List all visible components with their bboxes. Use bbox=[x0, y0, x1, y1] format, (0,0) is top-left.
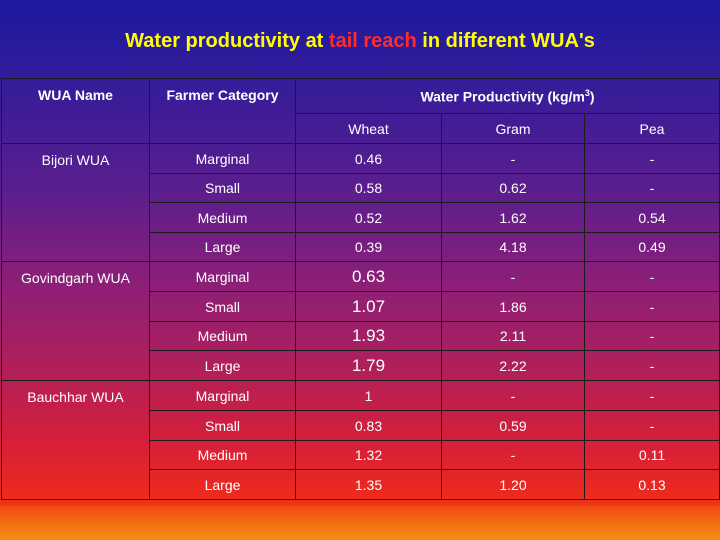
pea-cell: 0.11 bbox=[583, 440, 720, 470]
wheat-cell: 1.35 bbox=[295, 469, 442, 500]
pea-cell: 0.49 bbox=[583, 232, 720, 262]
farmer-category-cell: Medium bbox=[149, 321, 296, 351]
farmer-category-cell: Marginal bbox=[149, 380, 296, 411]
wheat-cell: 0.83 bbox=[295, 410, 442, 441]
gram-cell: 1.20 bbox=[441, 469, 585, 500]
farmer-category-cell: Large bbox=[149, 232, 296, 262]
wheat-cell: 1.32 bbox=[295, 440, 442, 470]
wua-name-cell: Govindgarh WUA bbox=[1, 261, 150, 381]
wheat-cell: 1.93 bbox=[295, 321, 442, 351]
header-wheat: Wheat bbox=[295, 113, 442, 144]
gram-cell: - bbox=[441, 440, 585, 470]
wua-name-cell: Bijori WUA bbox=[1, 143, 150, 262]
wheat-cell: 0.58 bbox=[295, 173, 442, 203]
gram-cell: - bbox=[441, 380, 585, 411]
farmer-category-cell: Small bbox=[149, 410, 296, 441]
title-highlight: tail reach bbox=[328, 30, 417, 52]
page-title: Water productivity at tail reach in diff… bbox=[0, 30, 720, 53]
gram-cell: - bbox=[441, 261, 585, 292]
farmer-category-cell: Large bbox=[149, 350, 296, 381]
header-wp-exponent: 3 bbox=[584, 87, 590, 98]
pea-cell: - bbox=[583, 261, 720, 292]
gram-cell: 4.18 bbox=[441, 232, 585, 262]
header-wua-name: WUA Name bbox=[1, 78, 150, 144]
header-farmer-category: Farmer Category bbox=[149, 78, 296, 144]
bottom-gradient-bar bbox=[0, 506, 720, 540]
gram-cell: 0.62 bbox=[441, 173, 585, 203]
wheat-cell: 0.46 bbox=[295, 143, 442, 174]
pea-cell: - bbox=[583, 410, 720, 441]
pea-cell: - bbox=[583, 380, 720, 411]
pea-cell: 0.13 bbox=[583, 469, 720, 500]
pea-cell: 0.54 bbox=[583, 202, 720, 233]
pea-cell: - bbox=[583, 350, 720, 381]
wheat-cell: 1.79 bbox=[295, 350, 442, 381]
pea-cell: - bbox=[583, 321, 720, 351]
wheat-cell: 0.39 bbox=[295, 232, 442, 262]
wheat-cell: 1.07 bbox=[295, 291, 442, 322]
gram-cell: - bbox=[441, 143, 585, 174]
wheat-cell: 1 bbox=[295, 380, 442, 411]
header-pea: Pea bbox=[583, 113, 720, 144]
wheat-cell: 0.63 bbox=[295, 261, 442, 292]
farmer-category-cell: Marginal bbox=[149, 143, 296, 174]
farmer-category-cell: Medium bbox=[149, 202, 296, 233]
header-wp-close: ) bbox=[589, 88, 595, 105]
gram-cell: 0.59 bbox=[441, 410, 585, 441]
wua-name-cell: Bauchhar WUA bbox=[1, 380, 150, 500]
farmer-category-cell: Small bbox=[149, 173, 296, 203]
farmer-category-cell: Small bbox=[149, 291, 296, 322]
pea-cell: - bbox=[583, 173, 720, 203]
farmer-category-cell: Large bbox=[149, 469, 296, 500]
header-gram: Gram bbox=[441, 113, 585, 144]
gram-cell: 1.86 bbox=[441, 291, 585, 322]
farmer-category-cell: Medium bbox=[149, 440, 296, 470]
gram-cell: 2.22 bbox=[441, 350, 585, 381]
header-water-productivity: Water Productivity (kg/m3) bbox=[294, 78, 720, 114]
title-prefix: Water productivity at bbox=[125, 30, 329, 52]
gram-cell: 2.11 bbox=[441, 321, 585, 351]
pea-cell: - bbox=[583, 291, 720, 322]
wheat-cell: 0.52 bbox=[295, 202, 442, 233]
pea-cell: - bbox=[583, 143, 720, 174]
water-productivity-table: WUA Name Farmer Category Water Productiv… bbox=[1, 78, 720, 500]
title-suffix: in different WUA's bbox=[416, 30, 595, 52]
farmer-category-cell: Marginal bbox=[149, 261, 296, 292]
gram-cell: 1.62 bbox=[441, 202, 585, 233]
header-wp-label: Water Productivity (kg/m bbox=[420, 88, 585, 105]
